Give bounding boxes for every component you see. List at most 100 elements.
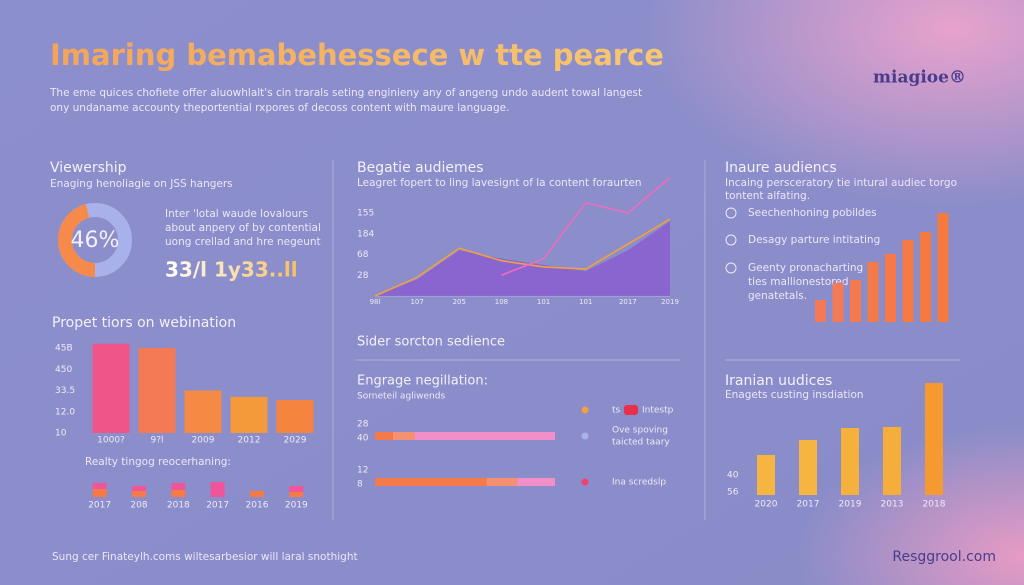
- list-item: Seechenhoning pobildes: [748, 207, 877, 219]
- hbar-segment: [393, 432, 415, 440]
- x-tick-label: 98l: [370, 298, 381, 306]
- x-tick-label: 205: [453, 298, 466, 306]
- stacked-bar: [132, 486, 146, 491]
- bar: [920, 232, 931, 322]
- note: uong crellad and hre negeunt: [165, 236, 321, 248]
- row-label: 28: [357, 420, 369, 430]
- panel-title: Iranian uudices: [725, 373, 832, 389]
- bar: [925, 383, 943, 495]
- list-item: Desagy parture intitating: [748, 234, 880, 246]
- hbar-segment: [375, 478, 487, 486]
- row-label: 8: [357, 480, 363, 490]
- y-tick-label: 40: [727, 471, 739, 481]
- x-tick-label: 2017: [88, 501, 111, 511]
- stacked-bar: [132, 491, 146, 497]
- panel-subtitle: Enaging henoliagie on JSS hangers: [50, 178, 233, 190]
- donut-label: 46%: [71, 228, 120, 253]
- x-tick-label: 2017: [619, 298, 637, 306]
- panel-subtitle: Realty tingog reocerhaning:: [85, 456, 231, 468]
- panel-subtitle: Sorneteil agliwends: [357, 392, 445, 402]
- note: about anpery of by contential: [165, 222, 321, 234]
- x-tick-label: 2009: [192, 436, 215, 446]
- bar: [902, 240, 914, 322]
- stacked-bar: [289, 486, 304, 492]
- panel-subtitle: Incaing persceratory tie intural audiec …: [725, 177, 957, 189]
- x-tick-label: 9?l: [150, 436, 163, 446]
- brand: miagioe®: [873, 68, 966, 88]
- legend-label: Ove spoving: [612, 426, 668, 436]
- y-tick-label: 56: [727, 488, 739, 498]
- x-tick-label: 1000?: [97, 436, 125, 446]
- bar: [799, 440, 817, 495]
- x-tick-label: 101: [537, 298, 550, 306]
- stacked-bar: [171, 490, 186, 497]
- title: Imaring bemabehessece w tte pearce: [50, 38, 664, 72]
- y-tick-label: 12.0: [55, 407, 75, 417]
- bar: [867, 262, 879, 322]
- legend-badge: [624, 405, 638, 415]
- list-item: Geenty pronacharting: [748, 262, 863, 274]
- stacked-bar: [92, 489, 107, 497]
- list-item: ties mallionestored: [748, 276, 848, 288]
- subtitle: The eme quices chofiete offer aluowhlalt…: [49, 87, 642, 99]
- bar: [850, 280, 861, 322]
- list-icon: [725, 234, 737, 246]
- line: [501, 177, 671, 276]
- y-tick-label: 450: [55, 365, 72, 375]
- bar: [815, 300, 826, 322]
- stacked-bar: [171, 483, 186, 490]
- x-tick-label: 2013: [881, 500, 904, 510]
- x-tick-label: 2029: [284, 436, 307, 446]
- list-item: genatetals.: [748, 290, 807, 302]
- x-tick-label: 2018: [923, 500, 946, 510]
- bar: [92, 343, 130, 433]
- bar: [841, 428, 859, 495]
- stacked-bar: [210, 482, 225, 497]
- x-tick-label: 208: [130, 501, 147, 511]
- legend-dot: [581, 406, 589, 414]
- donut-segment: [58, 204, 96, 277]
- row-label: 40: [357, 434, 369, 444]
- x-tick-label: 2017: [206, 501, 229, 511]
- bar: [885, 254, 896, 322]
- bar: [184, 390, 222, 433]
- x-tick-label: 2016: [246, 501, 269, 511]
- stacked-bar: [289, 492, 304, 497]
- legend-label: ts: [612, 406, 621, 416]
- panel-title: Begatie audiemes: [357, 160, 484, 176]
- x-tick-label: 101: [579, 298, 592, 306]
- x-tick-label: 2019: [661, 298, 679, 306]
- footer-link: Resggrool.com: [892, 549, 996, 565]
- x-tick-label: 2019: [839, 500, 862, 510]
- stacked-bar: [250, 491, 264, 497]
- bar: [138, 348, 176, 433]
- list-icon: [725, 207, 737, 219]
- y-tick-label: 184: [357, 229, 374, 239]
- area: [375, 221, 670, 296]
- bar: [883, 427, 901, 495]
- stat: 33/l 1y33..ll: [165, 258, 298, 282]
- panel-title: Inaure audiencs: [725, 160, 837, 176]
- stacked-bar: [92, 483, 107, 489]
- list-icon: [725, 262, 737, 274]
- x-tick-label: 2018: [167, 501, 190, 511]
- bar: [230, 396, 268, 433]
- subtitle: ony undaname accounty theportential rxpo…: [50, 102, 509, 114]
- bar: [757, 455, 775, 495]
- hbar-segment: [486, 478, 518, 486]
- footer-text: Sung cer Finateylh.coms wiltesarbesior w…: [52, 551, 358, 563]
- line: [374, 218, 671, 297]
- note: Inter 'lotal waude lovalours: [165, 208, 308, 220]
- panel-title: Viewership: [50, 160, 127, 176]
- y-tick-label: 45B: [55, 344, 73, 354]
- x-tick-label: 2020: [755, 500, 778, 510]
- hbar-segment: [375, 432, 393, 440]
- bar: [832, 283, 844, 322]
- x-tick-label: 2019: [285, 501, 308, 511]
- x-tick-label: 107: [410, 298, 423, 306]
- legend-dot: [581, 478, 589, 486]
- x-tick-label: 2017: [797, 500, 820, 510]
- bar: [937, 213, 949, 322]
- panel-title: Propet tiors on webination: [52, 315, 236, 331]
